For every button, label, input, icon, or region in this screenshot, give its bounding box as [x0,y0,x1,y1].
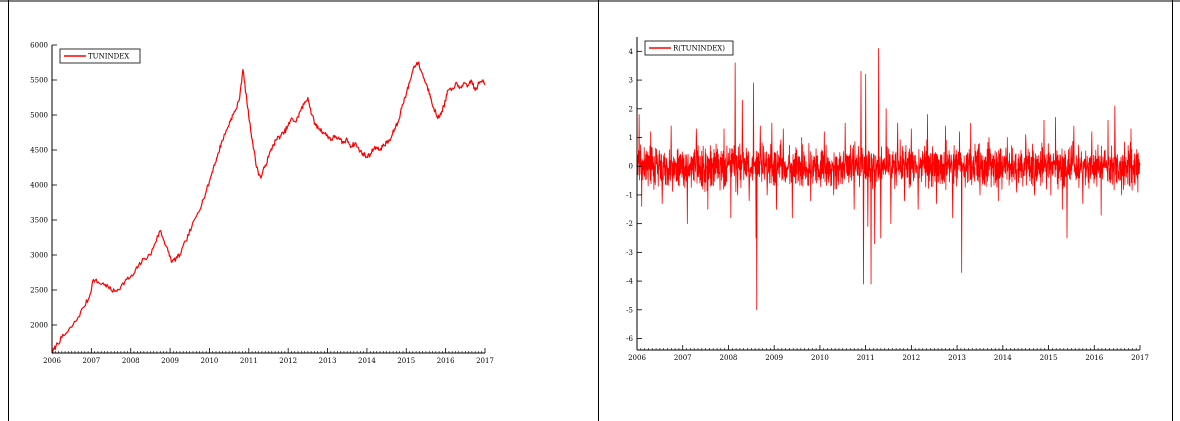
level-y-tick-label: 3500 [30,217,48,225]
returns-x-tick-label: 2006 [628,354,646,362]
level-x-tick-label: 2010 [201,357,219,365]
level-y-tick-label: 4000 [30,182,48,190]
level-x-tick-label: 2016 [437,357,455,365]
returns-x-tick-label: 2017 [1131,354,1149,362]
returns-x-tick-label: 2011 [857,354,875,362]
level-x-tick-label: 2007 [82,357,100,365]
returns-x-tick-label: 2016 [1085,354,1103,362]
returns-y-tick-label: -6 [626,335,633,343]
returns-y-tick-label: 1 [629,134,633,142]
returns-series-line [636,48,1141,311]
level-legend-box [59,48,141,64]
returns-y-tick-label: -4 [626,278,633,286]
level-y-tick-label: 5000 [30,112,48,120]
returns-y-tick-label: 3 [629,77,633,85]
returns-y-tick-label: 4 [629,48,634,56]
tunindex-level-chart: 2006 2007 2008 2009 2010 2011 2012 2013 2014 2015… [30,42,494,366]
returns-x-tick-label: 2009 [765,354,783,362]
returns-y-tick-label: 0 [629,163,633,171]
level-x-tick-label: 2009 [161,357,179,365]
level-x-tick-label: 2014 [358,357,376,365]
level-x-tick-label: 2008 [122,357,140,365]
level-x-tick-label: 2011 [240,357,258,365]
level-y-tick-label: 5500 [30,77,48,85]
level-x-tick-label: 2017 [476,357,494,365]
returns-y-tick-label: -2 [626,220,633,228]
tunindex-returns-chart: 2006 2007 2008 2009 2010 2011 2012 2013 2014 2015… [626,37,1149,362]
returns-x-tick-label: 2012 [902,354,920,362]
returns-x-tick-label: 2015 [1040,354,1058,362]
level-y-tick-label: 2000 [30,322,48,330]
returns-y-tick-label: -1 [626,191,633,199]
level-series-line [51,61,486,354]
returns-legend-box [644,40,734,56]
returns-x-tick-label: 2013 [948,354,966,362]
level-y-tick-label: 6000 [30,42,48,50]
returns-legend-label: R(TUNINDEX) [673,45,725,53]
returns-x-tick-label: 2010 [811,354,829,362]
level-legend-label: TUNINDEX [88,53,129,61]
returns-y-tick-label: 2 [629,105,633,113]
level-y-tick-label: 2500 [30,287,48,295]
level-x-tick-label: 2012 [279,357,297,365]
level-y-tick-label: 3000 [30,252,48,260]
level-x-tick-label: 2013 [319,357,337,365]
returns-y-tick-label: -3 [626,249,633,257]
returns-x-tick-label: 2007 [674,354,692,362]
level-x-tick-label: 2006 [43,357,61,365]
level-y-tick-label: 4500 [30,147,48,155]
returns-x-tick-label: 2014 [994,354,1012,362]
returns-y-tick-label: -5 [626,306,633,314]
level-x-tick-label: 2015 [397,357,415,365]
returns-x-tick-label: 2008 [720,354,738,362]
